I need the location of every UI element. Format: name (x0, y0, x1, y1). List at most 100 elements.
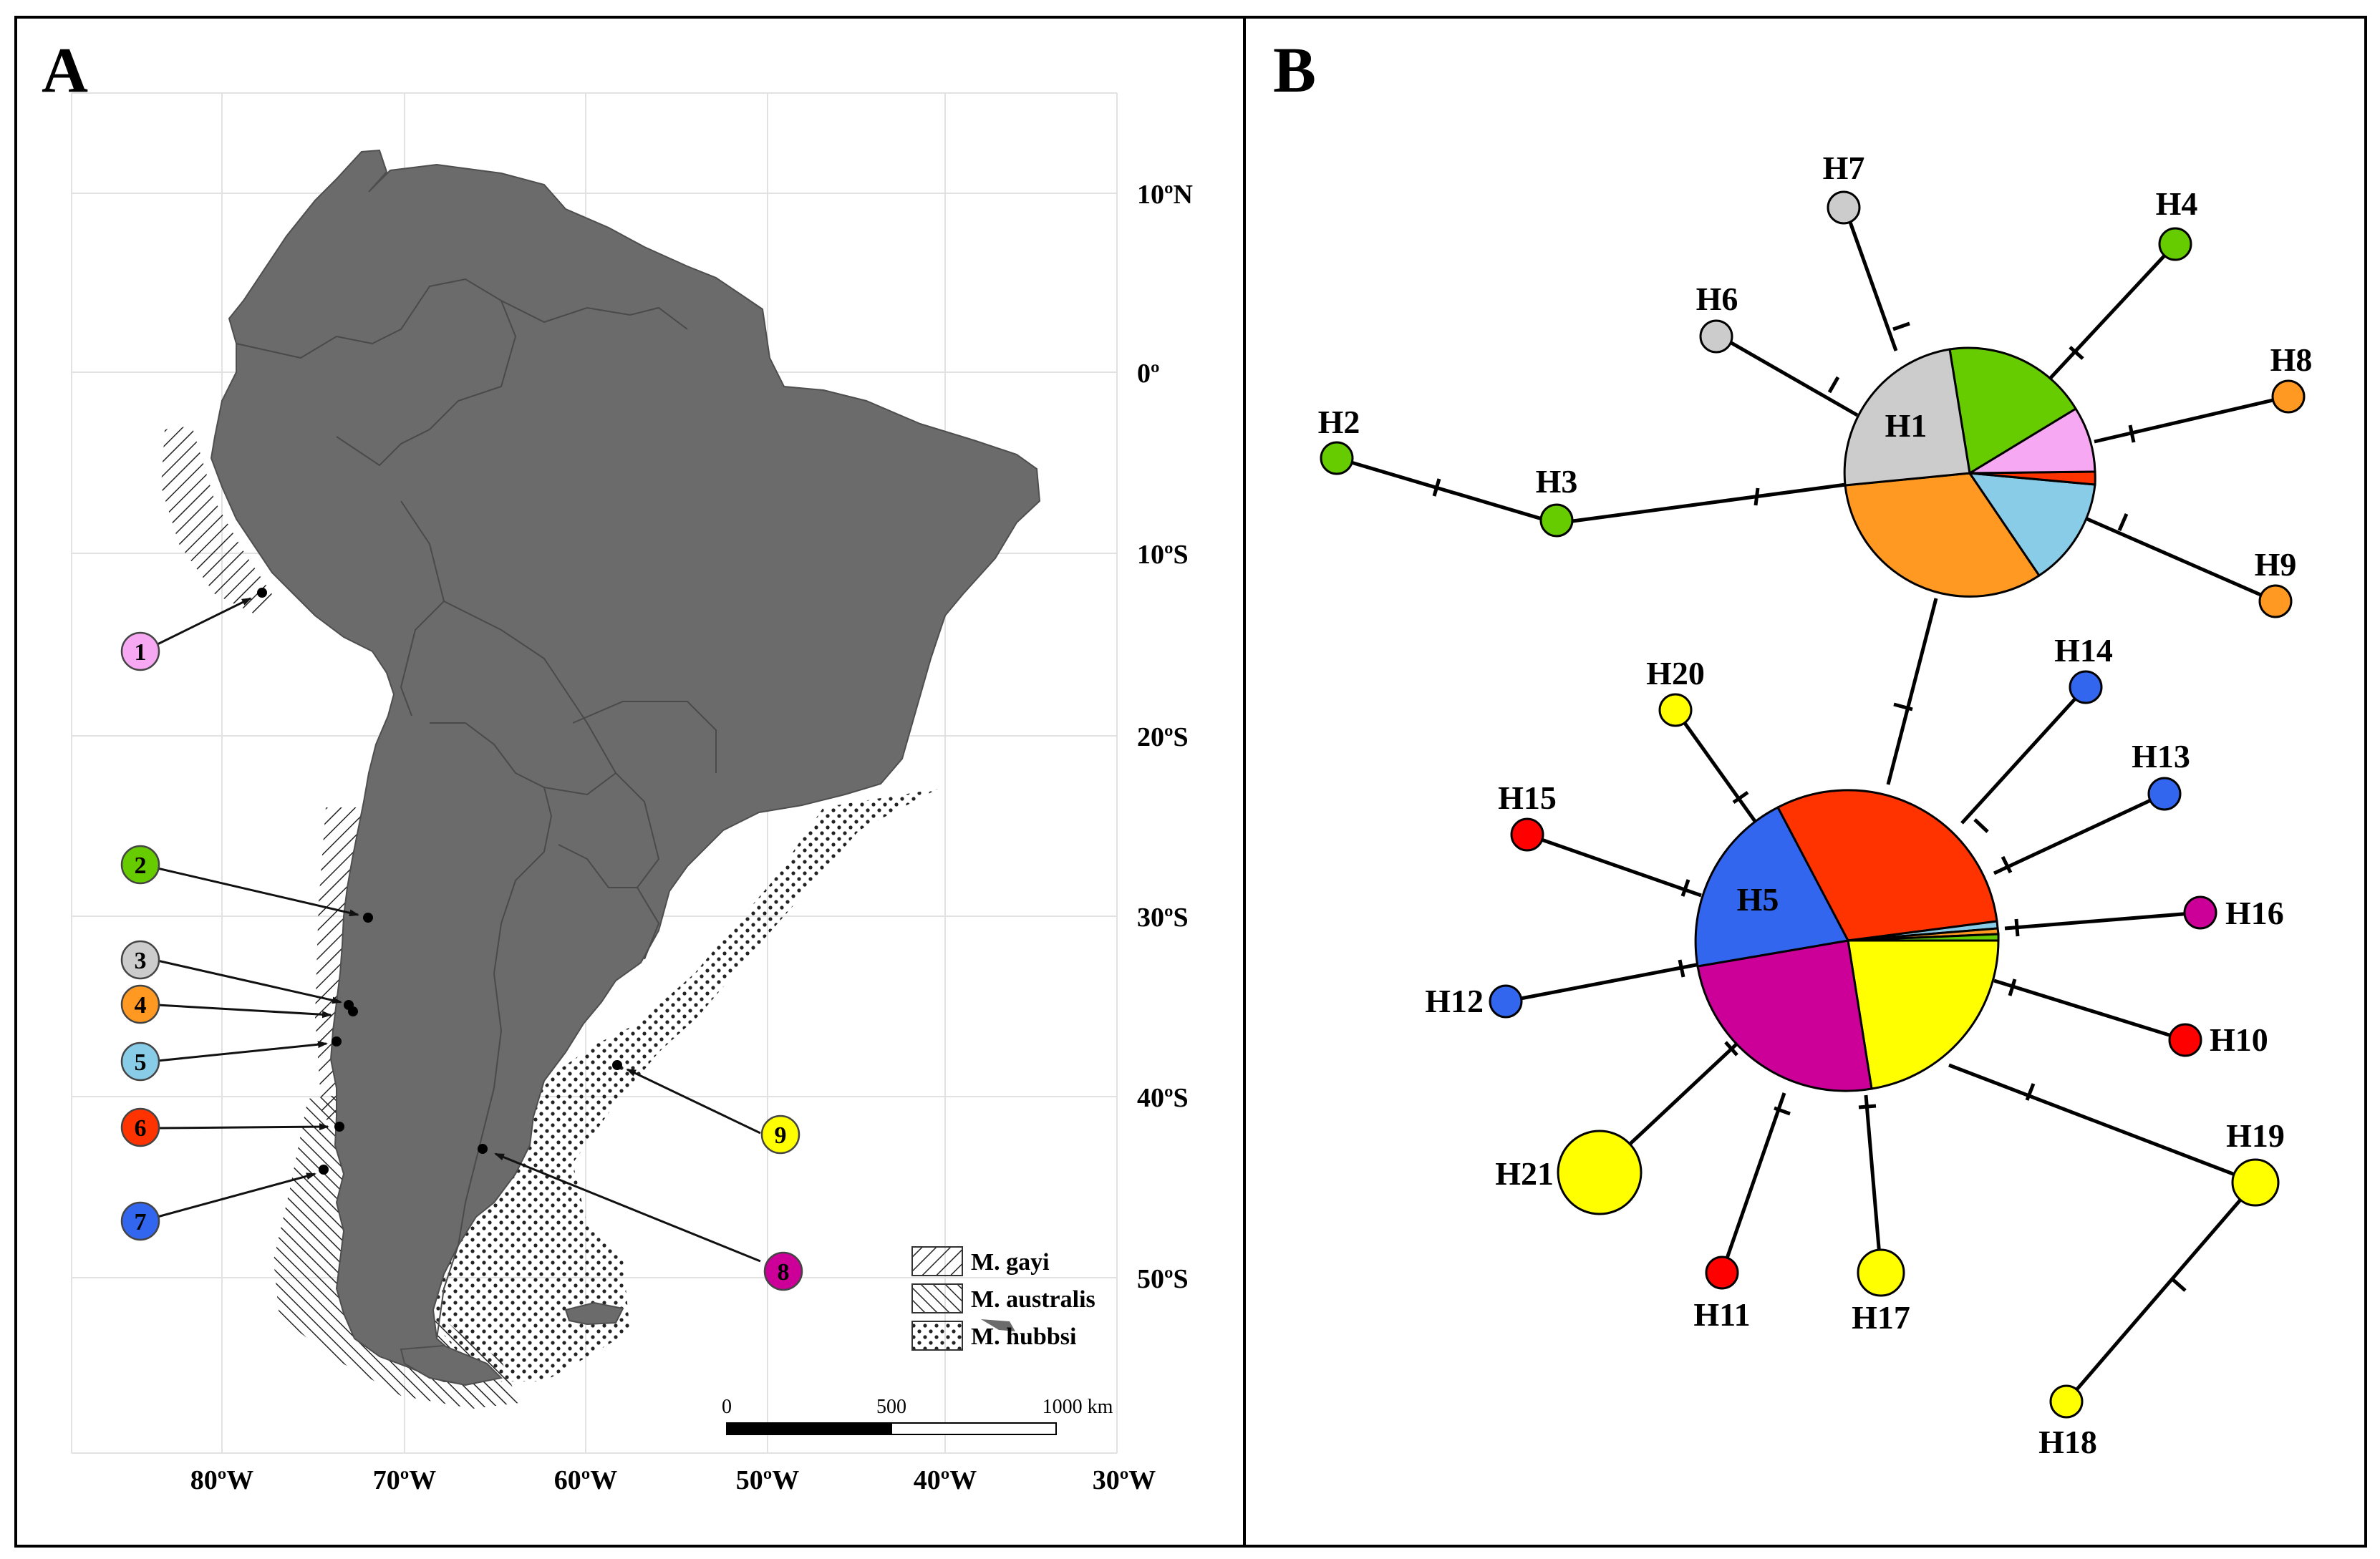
site-marker-2-label: 2 (135, 853, 147, 879)
range-m-hubbsi (430, 789, 938, 1381)
haplotype-node-h1 (1843, 346, 2096, 598)
haplotype-node-h4 (2158, 227, 2192, 261)
haplotype-label-h14: H14 (2054, 632, 2113, 669)
haplotype-label-h21: H21 (1495, 1155, 1554, 1192)
haplotype-node-h18 (2049, 1384, 2084, 1419)
haplotype-node-h11 (1705, 1256, 1739, 1290)
haplotype-node-h14 (2069, 670, 2103, 704)
lon-label-50w: 50ºW (736, 1465, 800, 1495)
site-marker-1: 1 (120, 631, 160, 671)
lat-label-0: 0º (1137, 359, 1160, 389)
site-marker-4-label: 4 (135, 992, 147, 1019)
haplotype-node-h16 (2183, 895, 2217, 930)
haplotype-node-h6 (1699, 319, 1733, 354)
legend-swatch-gayi (911, 1246, 963, 1276)
haplotype-node-h5 (1694, 789, 2000, 1092)
scale-label-end: 1000 km (1043, 1396, 1113, 1418)
haplotype-label-h9: H9 (2255, 546, 2297, 583)
lon-label-80w: 80ºW (190, 1465, 254, 1495)
legend-label-hubbsi: M. hubbsi (971, 1324, 1076, 1350)
haplotype-label-h1: H1 (1885, 407, 1927, 444)
scale-bar: 0 500 1000 km (722, 1396, 1113, 1435)
h5-slice-red (1776, 789, 1998, 942)
lon-label-70w: 70ºW (373, 1465, 437, 1495)
h5-slice-yellow (1847, 939, 2000, 1090)
haplotype-label-h19: H19 (2226, 1117, 2285, 1154)
site-marker-2: 2 (120, 845, 160, 885)
site-marker-9-circle (760, 1114, 800, 1155)
legend-swatch-hubbsi (911, 1321, 963, 1351)
haplotype-node-h21 (1557, 1130, 1643, 1215)
site-marker-4: 4 (120, 984, 160, 1024)
haplotype-node-h8 (2271, 379, 2306, 414)
lat-label-10n: 10ºN (1137, 180, 1193, 210)
site-marker-9: 9 (760, 1114, 800, 1155)
site-marker-8: 8 (763, 1251, 803, 1291)
site-marker-8-circle (763, 1251, 803, 1291)
haplotype-label-h11: H11 (1693, 1296, 1750, 1333)
h1-slice-pink (1965, 407, 2096, 475)
lon-label-40w: 40ºW (914, 1465, 977, 1495)
h1-slice-blue (1967, 472, 2096, 578)
site-marker-6-label: 6 (135, 1115, 147, 1142)
site-marker-5: 5 (120, 1041, 160, 1082)
lat-label-40s: 40ºS (1137, 1083, 1189, 1113)
haplotype-node-h20 (1658, 693, 1693, 727)
scale-bar-white (891, 1422, 1057, 1435)
latitude-labels: 10ºN 0º 10ºS 20ºS 30ºS 40ºS 50ºS (1137, 180, 1193, 1294)
site-marker-5-circle (120, 1041, 160, 1082)
haplotype-small-nodes (1320, 190, 2306, 1419)
haplotype-label-h3: H3 (1536, 463, 1578, 500)
haplotype-label-h18: H18 (2038, 1424, 2097, 1460)
panel-a-label: A (42, 35, 88, 106)
haplotype-node-h13 (2147, 777, 2182, 811)
scale-label-zero: 0 (722, 1396, 732, 1418)
legend-label-gayi: M. gayi (971, 1249, 1050, 1276)
site-markers: 1 2 3 4 5 6 7 (120, 631, 803, 1291)
falkland-islands (564, 1301, 624, 1326)
haplotype-label-h17: H17 (1852, 1299, 1910, 1336)
haplotype-node-h7 (1827, 190, 1861, 225)
site-marker-7: 7 (120, 1201, 160, 1241)
panel-b-label: B (1273, 35, 1316, 106)
site-marker-7-label: 7 (135, 1209, 147, 1235)
country-borders (236, 278, 717, 1339)
range-m-gayi (161, 426, 387, 1120)
site-marker-3: 3 (120, 940, 160, 980)
panel-b-network: B (1273, 35, 2312, 1460)
site-marker-9-label: 9 (775, 1122, 787, 1149)
haplotype-label-h10: H10 (2210, 1021, 2268, 1058)
site-marker-1-circle (120, 631, 160, 671)
haplotype-node-h17 (1857, 1248, 1905, 1297)
haplotype-label-h8: H8 (2270, 341, 2313, 378)
haplotype-label-h2: H2 (1318, 404, 1360, 440)
site-marker-6: 6 (120, 1107, 160, 1147)
range-legend: M. gayi M. australis M. hubbsi (911, 1246, 1095, 1351)
scale-label-mid: 500 (876, 1396, 906, 1418)
site-marker-7-circle (120, 1201, 160, 1241)
network-edges (1336, 203, 2289, 1403)
haplotype-label-h20: H20 (1646, 655, 1705, 691)
south-america-landmass (210, 149, 1041, 1382)
lon-label-60w: 60ºW (554, 1465, 618, 1495)
site-arrows (157, 597, 761, 1263)
lat-label-20s: 20ºS (1137, 722, 1189, 752)
panel-a-map: A (42, 35, 1193, 1495)
lon-label-30w: 30ºW (1093, 1465, 1156, 1495)
site-marker-6-circle (120, 1107, 160, 1147)
haplotype-node-h9 (2258, 584, 2293, 618)
haplotype-node-h12 (1489, 984, 1523, 1019)
legend-swatch-australis (911, 1283, 963, 1313)
h1-slice-orange (1844, 472, 2041, 598)
haplotype-label-h12: H12 (1425, 983, 1484, 1019)
lat-label-30s: 30ºS (1137, 903, 1189, 933)
haplotype-node-h3 (1539, 503, 1574, 538)
haplotype-label-h7: H7 (1823, 150, 1865, 186)
longitude-labels: 80ºW 70ºW 60ºW 50ºW 40ºW 30ºW (190, 1465, 1156, 1495)
range-m-australis (274, 1095, 519, 1409)
h5-slice-blue (1694, 805, 1850, 968)
site-marker-3-label: 3 (135, 948, 147, 974)
haplotype-label-h15: H15 (1498, 780, 1557, 816)
haplotype-node-h19 (2231, 1158, 2280, 1207)
